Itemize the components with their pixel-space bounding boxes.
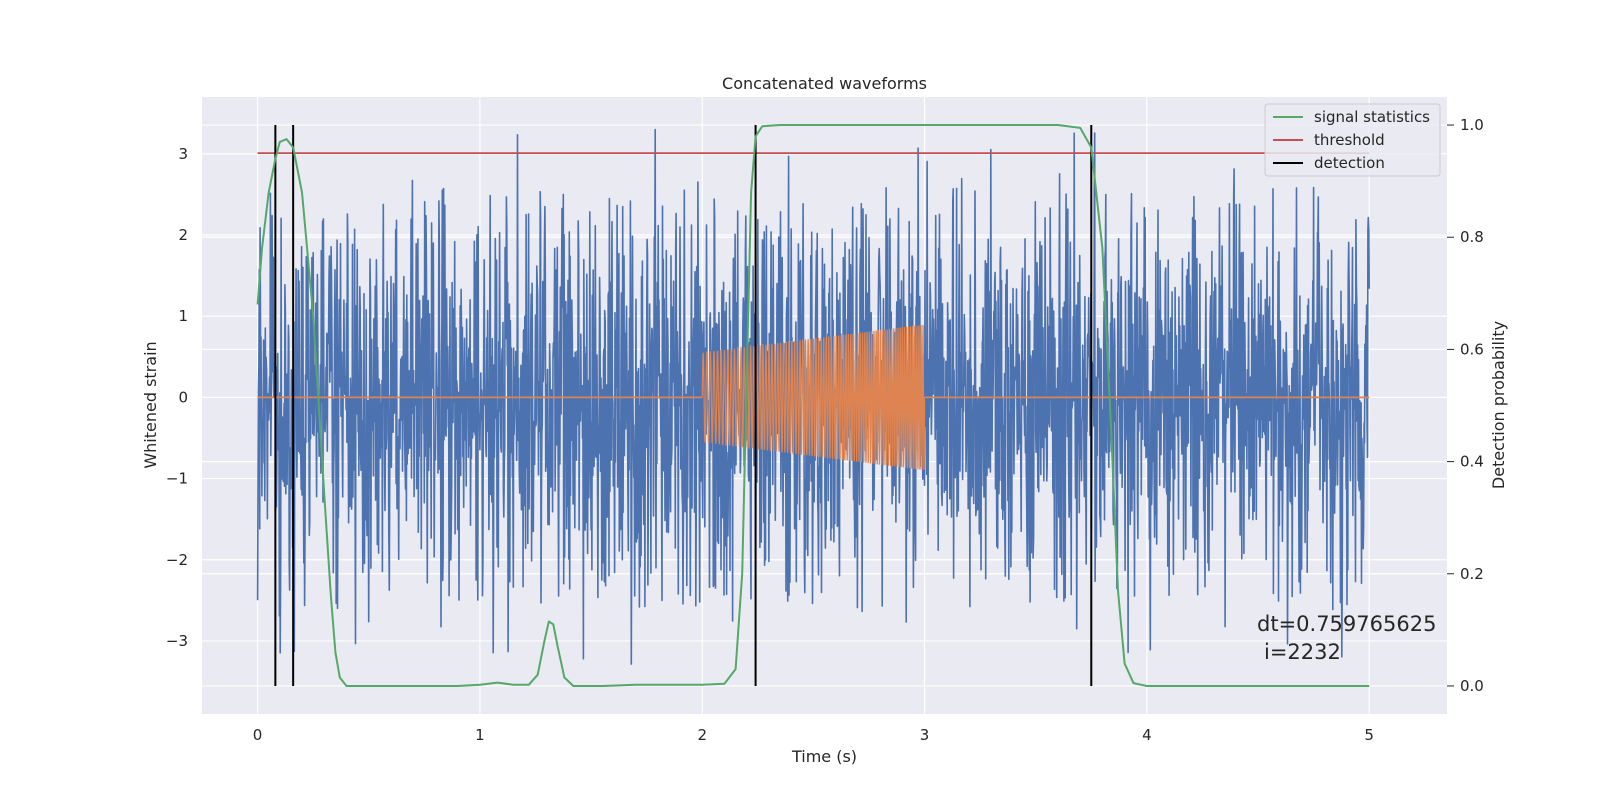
x-tick-label: 2 — [697, 726, 707, 744]
legend-frame — [1264, 103, 1441, 177]
legend: signal statistics threshold detection — [1264, 103, 1441, 177]
y-tick-label: 0 — [178, 388, 188, 406]
right-y-tick-label: 0.6 — [1460, 340, 1484, 358]
right-y-tick-label: 1.0 — [1460, 116, 1484, 134]
x-tick-label: 5 — [1364, 726, 1374, 744]
right-y-axis-label: Detection probability — [1489, 321, 1508, 489]
injection-series-line — [701, 324, 926, 470]
y-tick-label: 3 — [178, 145, 188, 163]
x-tick-label: 3 — [920, 726, 930, 744]
y-tick-label: 1 — [178, 307, 188, 325]
signal-statistics-line — [256, 124, 1370, 687]
y-tick-label: −1 — [166, 470, 188, 488]
annotation-dt: dt=0.759765625 — [1257, 612, 1436, 636]
right-y-axis-ticks: 0.0 0.2 0.4 0.6 0.8 1.0 — [1447, 116, 1484, 695]
y-axis-label: Whitened strain — [141, 341, 160, 468]
right-y-tick-label: 0.8 — [1460, 228, 1484, 246]
chart-title: Concatenated waveforms — [722, 74, 927, 93]
y-axis-ticks: −3 −2 −1 0 1 2 3 — [166, 145, 188, 650]
legend-label-detection: detection — [1314, 154, 1385, 172]
x-tick-label: 4 — [1142, 726, 1152, 744]
x-tick-label: 1 — [475, 726, 485, 744]
right-y-tick-label: 0.2 — [1460, 565, 1484, 583]
legend-label-signal-statistics: signal statistics — [1314, 108, 1430, 126]
plot-layer — [256, 124, 1370, 687]
annotation-index: i=2232 — [1264, 640, 1341, 664]
x-tick-label: 0 — [253, 726, 263, 744]
x-axis-ticks: 0 1 2 3 4 5 — [253, 726, 1374, 744]
y-tick-label: −2 — [166, 551, 188, 569]
y-tick-label: 2 — [178, 226, 188, 244]
y-tick-label: −3 — [166, 632, 188, 650]
x-axis-label: Time (s) — [791, 747, 857, 766]
legend-label-threshold: threshold — [1314, 131, 1385, 149]
right-y-tick-label: 0.0 — [1460, 677, 1484, 695]
right-y-tick-label: 0.4 — [1460, 453, 1484, 471]
